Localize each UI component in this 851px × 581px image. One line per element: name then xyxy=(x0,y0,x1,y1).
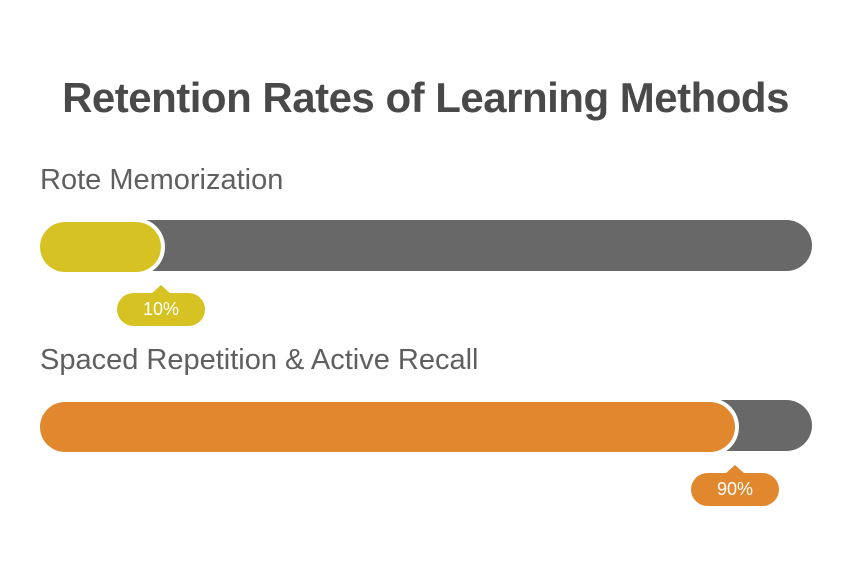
bar-group-spaced-repetition: Spaced Repetition & Active Recall 90% xyxy=(40,342,812,512)
bar-group-rote-memorization: Rote Memorization 10% xyxy=(40,162,812,332)
bar-label: Spaced Repetition & Active Recall xyxy=(40,344,479,376)
value-badge: 10% xyxy=(117,285,205,326)
bar-track xyxy=(40,400,812,452)
value-badge: 90% xyxy=(691,465,779,506)
value-badge-label: 90% xyxy=(691,473,779,506)
bar-fill xyxy=(40,402,735,452)
badge-pointer-icon xyxy=(725,465,745,474)
chart-title: Retention Rates of Learning Methods xyxy=(62,74,789,121)
value-badge-label: 10% xyxy=(117,293,205,326)
badge-pointer-icon xyxy=(151,285,171,294)
bar-track xyxy=(40,220,812,272)
bar-label: Rote Memorization xyxy=(40,164,284,196)
bar-fill xyxy=(40,222,161,272)
